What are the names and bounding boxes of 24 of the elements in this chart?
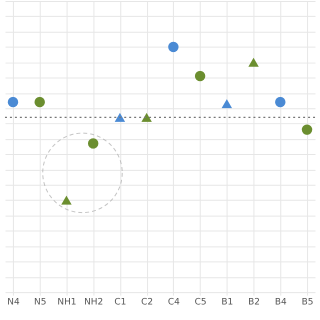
point [248, 58, 259, 67]
x-tick-label: B2 [248, 298, 260, 308]
point [275, 96, 286, 108]
point [168, 42, 179, 52]
x-tick-label: C5 [194, 298, 207, 308]
point [141, 112, 152, 122]
point [88, 138, 98, 149]
x-tick-label: NH1 [57, 298, 76, 308]
point [194, 70, 206, 82]
x-tick-label: N4 [7, 298, 20, 308]
point [61, 196, 72, 205]
x-tick-label: C1 [114, 298, 126, 308]
x-tick-label: B1 [221, 298, 234, 308]
x-tick-label: B5 [302, 298, 314, 308]
point [34, 96, 45, 108]
x-tick-label: C4 [168, 298, 180, 308]
x-tick-label: NH2 [84, 298, 104, 308]
x-tick-label: B4 [274, 298, 287, 308]
point [8, 96, 18, 108]
x-tick-label: N5 [34, 298, 46, 308]
point [222, 99, 232, 108]
point [302, 124, 312, 135]
x-tick-label: C2 [141, 298, 154, 308]
point [114, 112, 126, 122]
